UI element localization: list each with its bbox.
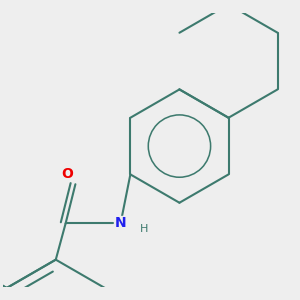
- Text: H: H: [140, 224, 148, 234]
- Text: O: O: [61, 167, 74, 182]
- Text: N: N: [115, 217, 126, 230]
